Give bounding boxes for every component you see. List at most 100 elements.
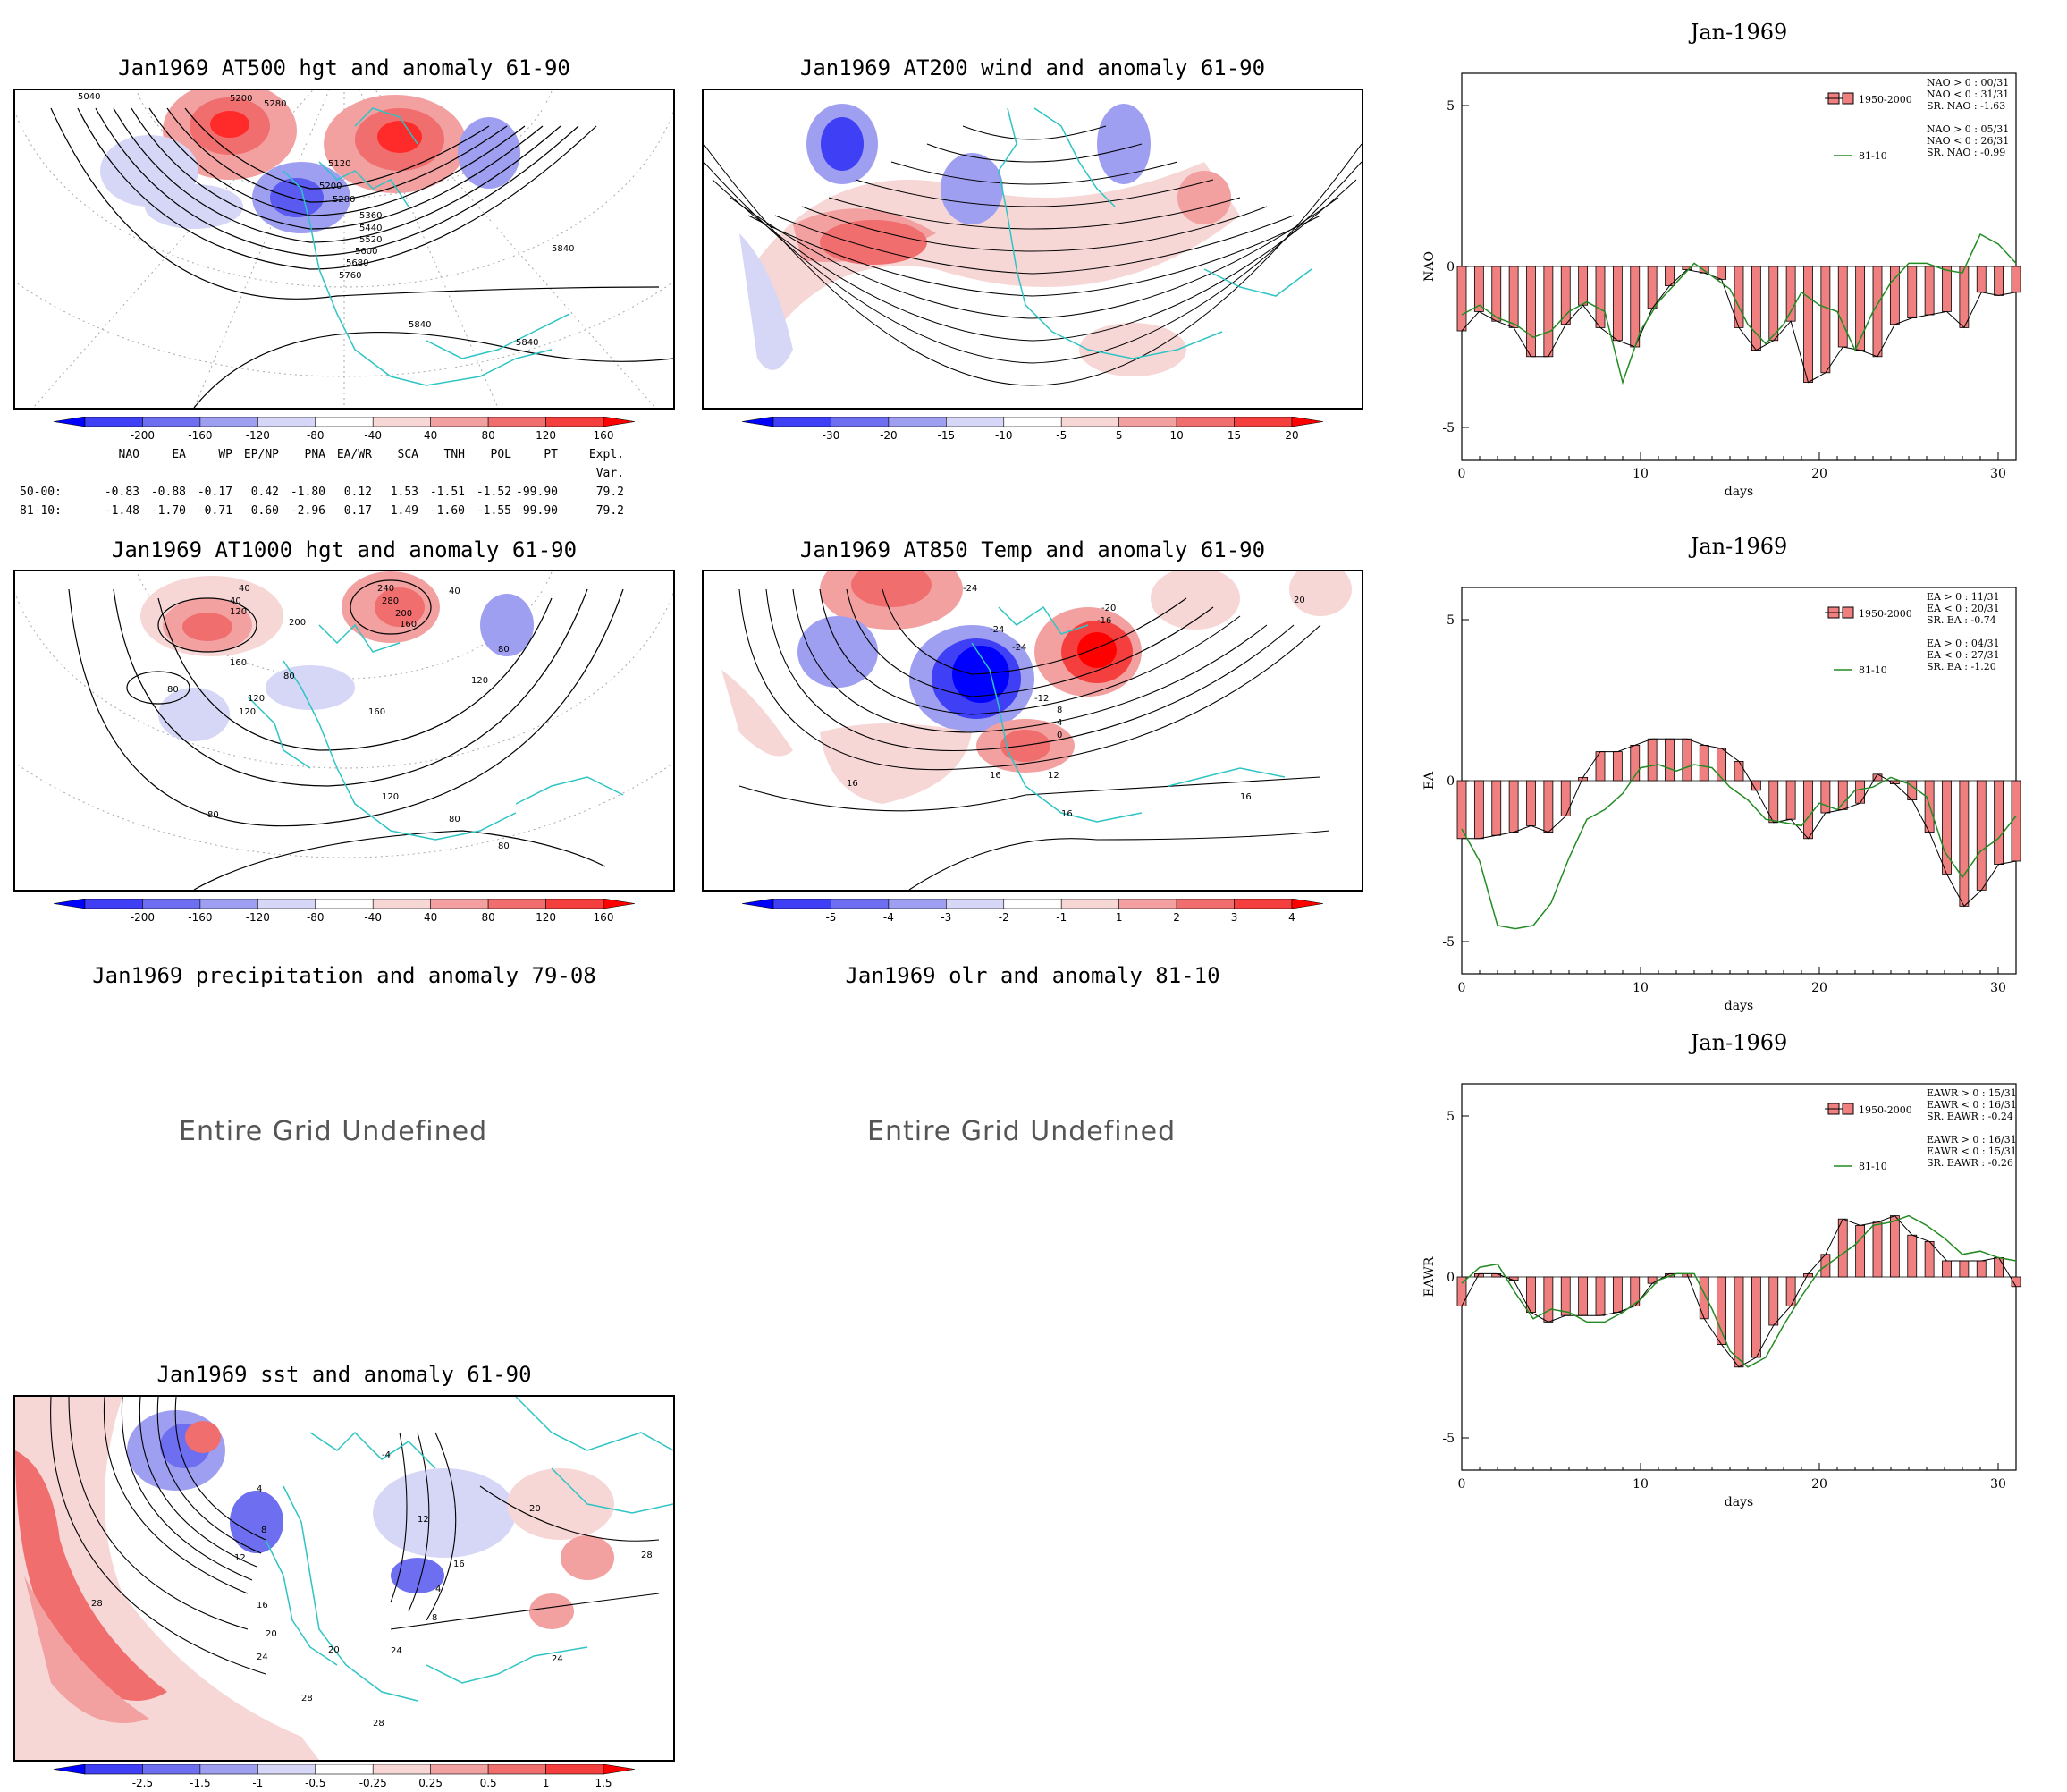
table-cell: 79.2 (595, 486, 624, 499)
nao-chart-title: Jan-1969 (1690, 20, 1788, 45)
series-line-81-10 (1461, 232, 2017, 385)
bar (1647, 1276, 1658, 1284)
bar (1751, 1276, 1761, 1358)
legend-label: 81-10 (1859, 1161, 1887, 1172)
legend-label: 81-10 (1859, 150, 1887, 162)
bar (1924, 266, 1935, 316)
height-contours (50, 107, 673, 408)
contour-label: 16 (257, 1601, 268, 1610)
colorbar-tip-low (53, 1763, 86, 1775)
graticule (15, 90, 673, 408)
x-tick-label: 0 (1458, 467, 1466, 481)
col-header: NAO (118, 448, 139, 461)
at850-map-svg: -24 -24 -24 -16 -20 -12 8 4 0 16 12 16 1… (721, 571, 1352, 890)
height-contours (68, 579, 624, 890)
colorbar-label: -2 (999, 911, 1009, 924)
at1000-title: Jan1969 AT1000 hgt and anomaly 61-90 (111, 537, 578, 562)
contour-label: 80 (207, 810, 219, 820)
y-tick-label: 5 (1447, 613, 1455, 628)
colorbar-segment (257, 1763, 316, 1775)
contour-label: 5680 (346, 258, 368, 268)
contour-label: 28 (301, 1694, 313, 1703)
bar (1959, 1260, 1970, 1278)
contour-label: 5120 (328, 159, 350, 169)
colorbar-segment (772, 898, 831, 909)
x-axis-label: days (1725, 1495, 1753, 1509)
anomaly-shading (721, 571, 1352, 804)
sst-map-svg: -4 4 8 12 16 20 24 28 28 20 24 28 16 20 … (15, 1397, 673, 1760)
colorbar-label: -40 (364, 911, 382, 924)
contour-label: 40 (230, 596, 241, 606)
colorbar-label: 40 (424, 911, 437, 924)
table-cell: -1.52 (476, 486, 511, 499)
colorbar-segment (545, 416, 604, 427)
bar (1734, 1276, 1744, 1368)
bar (1837, 780, 1848, 810)
colorbar-segment (84, 898, 143, 909)
annotation-text: NAO < 0 : 31/31 (1927, 89, 2009, 100)
colorbar-segment (772, 416, 831, 427)
bar (1785, 780, 1796, 820)
bar (1768, 1276, 1779, 1326)
contour-label: 16 (990, 771, 1001, 781)
x-tick-label: 20 (1811, 981, 1827, 995)
colorbar-segment (199, 898, 258, 909)
contour-label: 80 (283, 672, 295, 681)
colorbar-segment (1176, 416, 1235, 427)
contour-label: -12 (1034, 694, 1049, 704)
colorbar-label: 10 (1169, 429, 1183, 442)
sst-contours (50, 1397, 660, 1675)
colorbar-label: -120 (246, 429, 270, 442)
annotation-text: SR. EA : -1.20 (1927, 661, 1996, 672)
contour-label: 24 (391, 1646, 402, 1656)
bar (1699, 744, 1709, 782)
contour-label: 160 (368, 707, 385, 717)
col-header: EA/WR (336, 448, 372, 461)
bar (1508, 780, 1519, 833)
olr-undefined-message: Entire Grid Undefined (867, 1116, 1177, 1147)
bar-outline-line (1462, 738, 2017, 908)
colorbar-label: -15 (938, 429, 956, 442)
bar (1560, 780, 1571, 816)
y-axis-label: EAWR (1422, 1256, 1437, 1297)
bar (1543, 266, 1554, 358)
table-row: 50-00: -0.83 -0.88 -0.17 0.42 -1.80 0.12… (20, 483, 624, 502)
colorbar-label: 2 (1173, 911, 1180, 924)
bar (1717, 266, 1727, 280)
bar (1959, 780, 1970, 907)
colorbar-label: 40 (424, 429, 437, 442)
colorbar-label: 4 (1288, 911, 1295, 924)
legend-swatch-bar (1842, 92, 1854, 105)
bar-outline-line (1461, 269, 2017, 384)
contour-label: 5760 (339, 271, 361, 281)
colorbar-label: -1.5 (190, 1777, 210, 1788)
bar (1543, 1276, 1554, 1323)
contour-label: 200 (395, 609, 412, 619)
bar (1682, 738, 1692, 782)
bar (1803, 780, 1813, 840)
annotation-text: EA < 0 : 20/31 (1927, 603, 2000, 614)
eawr-chart-title: Jan-1969 (1690, 1030, 1788, 1055)
contour-label: -24 (990, 625, 1004, 635)
colorbar-segment (1234, 898, 1293, 909)
colorbar-tip-high (603, 898, 636, 909)
table-cell: -0.71 (197, 504, 232, 518)
y-tick-label: -5 (1442, 1432, 1455, 1446)
table-cell: 0.12 (343, 486, 372, 499)
colorbar-tip-high (603, 416, 636, 427)
contour-label: 28 (641, 1551, 653, 1560)
colorbar-label: -4 (883, 911, 894, 924)
colorbar-segment (84, 1763, 143, 1775)
colorbar-segment (487, 1763, 546, 1775)
bar (1820, 780, 1831, 814)
contour-label: 5840 (552, 244, 574, 254)
colorbar-label: -20 (880, 429, 898, 442)
bar (1543, 780, 1554, 833)
colorbar-label: -1 (252, 1777, 263, 1788)
bar (1994, 266, 2004, 296)
colorbar-segment (1060, 416, 1119, 427)
table-cell: -1.70 (150, 504, 186, 518)
contour-label: -24 (1012, 643, 1026, 653)
y-tick-label: 0 (1447, 260, 1455, 275)
at1000-map-svg: 40 40 120 80 160 80 120 120 200 240 280 … (15, 571, 673, 890)
